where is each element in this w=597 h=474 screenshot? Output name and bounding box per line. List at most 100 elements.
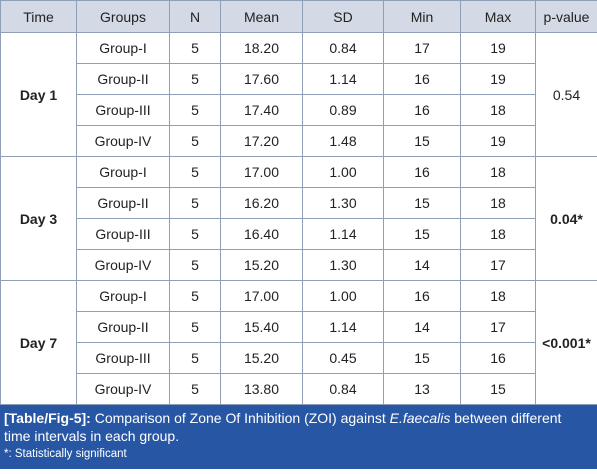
min-cell: 15 <box>383 125 461 157</box>
col-header-max: Max <box>460 0 536 33</box>
group-cell: Group-I <box>76 280 170 312</box>
col-header-sd: SD <box>302 0 384 33</box>
sd-cell: 1.30 <box>302 187 384 219</box>
zoi-table: Time Groups N Mean SD Min Max p-value Da… <box>0 0 597 405</box>
p-value-cell: 0.04* <box>535 156 597 281</box>
min-cell: 14 <box>383 249 461 281</box>
min-cell: 16 <box>383 280 461 312</box>
sd-cell: 0.84 <box>302 32 384 64</box>
n-cell: 5 <box>169 125 221 157</box>
max-cell: 19 <box>460 32 536 64</box>
max-cell: 19 <box>460 63 536 95</box>
caption-text-after: between different time intervals in each… <box>4 410 562 444</box>
sd-cell: 1.00 <box>302 280 384 312</box>
n-cell: 5 <box>169 342 221 374</box>
p-value-cell: <0.001* <box>535 280 597 405</box>
max-cell: 17 <box>460 311 536 343</box>
group-cell: Group-III <box>76 94 170 126</box>
mean-cell: 16.40 <box>220 218 303 250</box>
min-cell: 17 <box>383 32 461 64</box>
table-row: Group-III 5 15.20 0.45 15 16 <box>1 342 597 374</box>
table-row: Group-II 5 15.40 1.14 14 17 <box>1 311 597 343</box>
max-cell: 18 <box>460 187 536 219</box>
group-cell: Group-I <box>76 32 170 64</box>
group-cell: Group-I <box>76 156 170 188</box>
max-cell: 18 <box>460 218 536 250</box>
group-cell: Group-III <box>76 218 170 250</box>
min-cell: 15 <box>383 342 461 374</box>
col-header-n: N <box>169 0 221 33</box>
mean-cell: 17.00 <box>220 156 303 188</box>
mean-cell: 17.20 <box>220 125 303 157</box>
min-cell: 15 <box>383 218 461 250</box>
header-row: Time Groups N Mean SD Min Max p-value <box>0 0 597 33</box>
n-cell: 5 <box>169 373 221 405</box>
mean-cell: 16.20 <box>220 187 303 219</box>
min-cell: 16 <box>383 94 461 126</box>
col-header-time: Time <box>0 0 77 33</box>
group-cell: Group-III <box>76 342 170 374</box>
mean-cell: 17.60 <box>220 63 303 95</box>
table-row: Group-II 5 16.20 1.30 15 18 <box>1 187 597 219</box>
n-cell: 5 <box>169 63 221 95</box>
sd-cell: 0.89 <box>302 94 384 126</box>
sd-cell: 1.14 <box>302 63 384 95</box>
max-cell: 18 <box>460 156 536 188</box>
max-cell: 16 <box>460 342 536 374</box>
max-cell: 19 <box>460 125 536 157</box>
mean-cell: 17.40 <box>220 94 303 126</box>
table-row: Day 7 Group-I 5 17.00 1.00 16 18 <0.001* <box>0 280 597 405</box>
time-cell: Day 1 <box>0 32 77 157</box>
caption-text: [Table/Fig-5]: Comparison of Zone Of Inh… <box>4 409 591 445</box>
group-cell: Group-II <box>76 63 170 95</box>
table-caption: [Table/Fig-5]: Comparison of Zone Of Inh… <box>0 405 597 469</box>
sd-cell: 1.14 <box>302 218 384 250</box>
sd-cell: 1.00 <box>302 156 384 188</box>
time-cell: Day 3 <box>0 156 77 281</box>
min-cell: 14 <box>383 311 461 343</box>
sd-cell: 1.48 <box>302 125 384 157</box>
group-cell: Group-II <box>76 311 170 343</box>
group-cell: Group-IV <box>76 249 170 281</box>
table-row: Day 1 Group-I 5 18.20 0.84 17 19 0.54 <box>0 32 597 157</box>
sd-cell: 0.84 <box>302 373 384 405</box>
max-cell: 18 <box>460 280 536 312</box>
p-value-cell: 0.54 <box>535 32 597 157</box>
max-cell: 17 <box>460 249 536 281</box>
max-cell: 15 <box>460 373 536 405</box>
mean-cell: 17.00 <box>220 280 303 312</box>
min-cell: 15 <box>383 187 461 219</box>
n-cell: 5 <box>169 156 221 188</box>
group-cell: Group-II <box>76 187 170 219</box>
n-cell: 5 <box>169 94 221 126</box>
table-row: Group-IV 5 13.80 0.84 13 15 <box>1 373 597 405</box>
mean-cell: 15.40 <box>220 311 303 343</box>
n-cell: 5 <box>169 311 221 343</box>
n-cell: 5 <box>169 249 221 281</box>
mean-cell: 15.20 <box>220 342 303 374</box>
min-cell: 16 <box>383 63 461 95</box>
sd-cell: 1.30 <box>302 249 384 281</box>
n-cell: 5 <box>169 218 221 250</box>
max-cell: 18 <box>460 94 536 126</box>
n-cell: 5 <box>169 280 221 312</box>
table-row: Group-III 5 17.40 0.89 16 18 <box>1 94 597 126</box>
table-row: Day 3 Group-I 5 17.00 1.00 16 18 0.04* <box>0 156 597 281</box>
group-cell: Group-IV <box>76 373 170 405</box>
table-row: Group-IV 5 15.20 1.30 14 17 <box>1 249 597 281</box>
n-cell: 5 <box>169 32 221 64</box>
mean-cell: 15.20 <box>220 249 303 281</box>
n-cell: 5 <box>169 187 221 219</box>
table-body: Day 1 Group-I 5 18.20 0.84 17 19 0.54 Group-II 5 1… <box>0 32 597 405</box>
caption-tag: [Table/Fig-5]: <box>4 410 91 426</box>
group-cell: Group-IV <box>76 125 170 157</box>
sd-cell: 0.45 <box>302 342 384 374</box>
caption-italic-organism: E.faecalis <box>389 410 451 426</box>
col-header-min: Min <box>383 0 461 33</box>
table-row: Group-II 5 17.60 1.14 16 19 <box>1 63 597 95</box>
table-row: Group-III 5 16.40 1.14 15 18 <box>1 218 597 250</box>
mean-cell: 13.80 <box>220 373 303 405</box>
min-cell: 13 <box>383 373 461 405</box>
table-row: Group-IV 5 17.20 1.48 15 19 <box>1 125 597 157</box>
